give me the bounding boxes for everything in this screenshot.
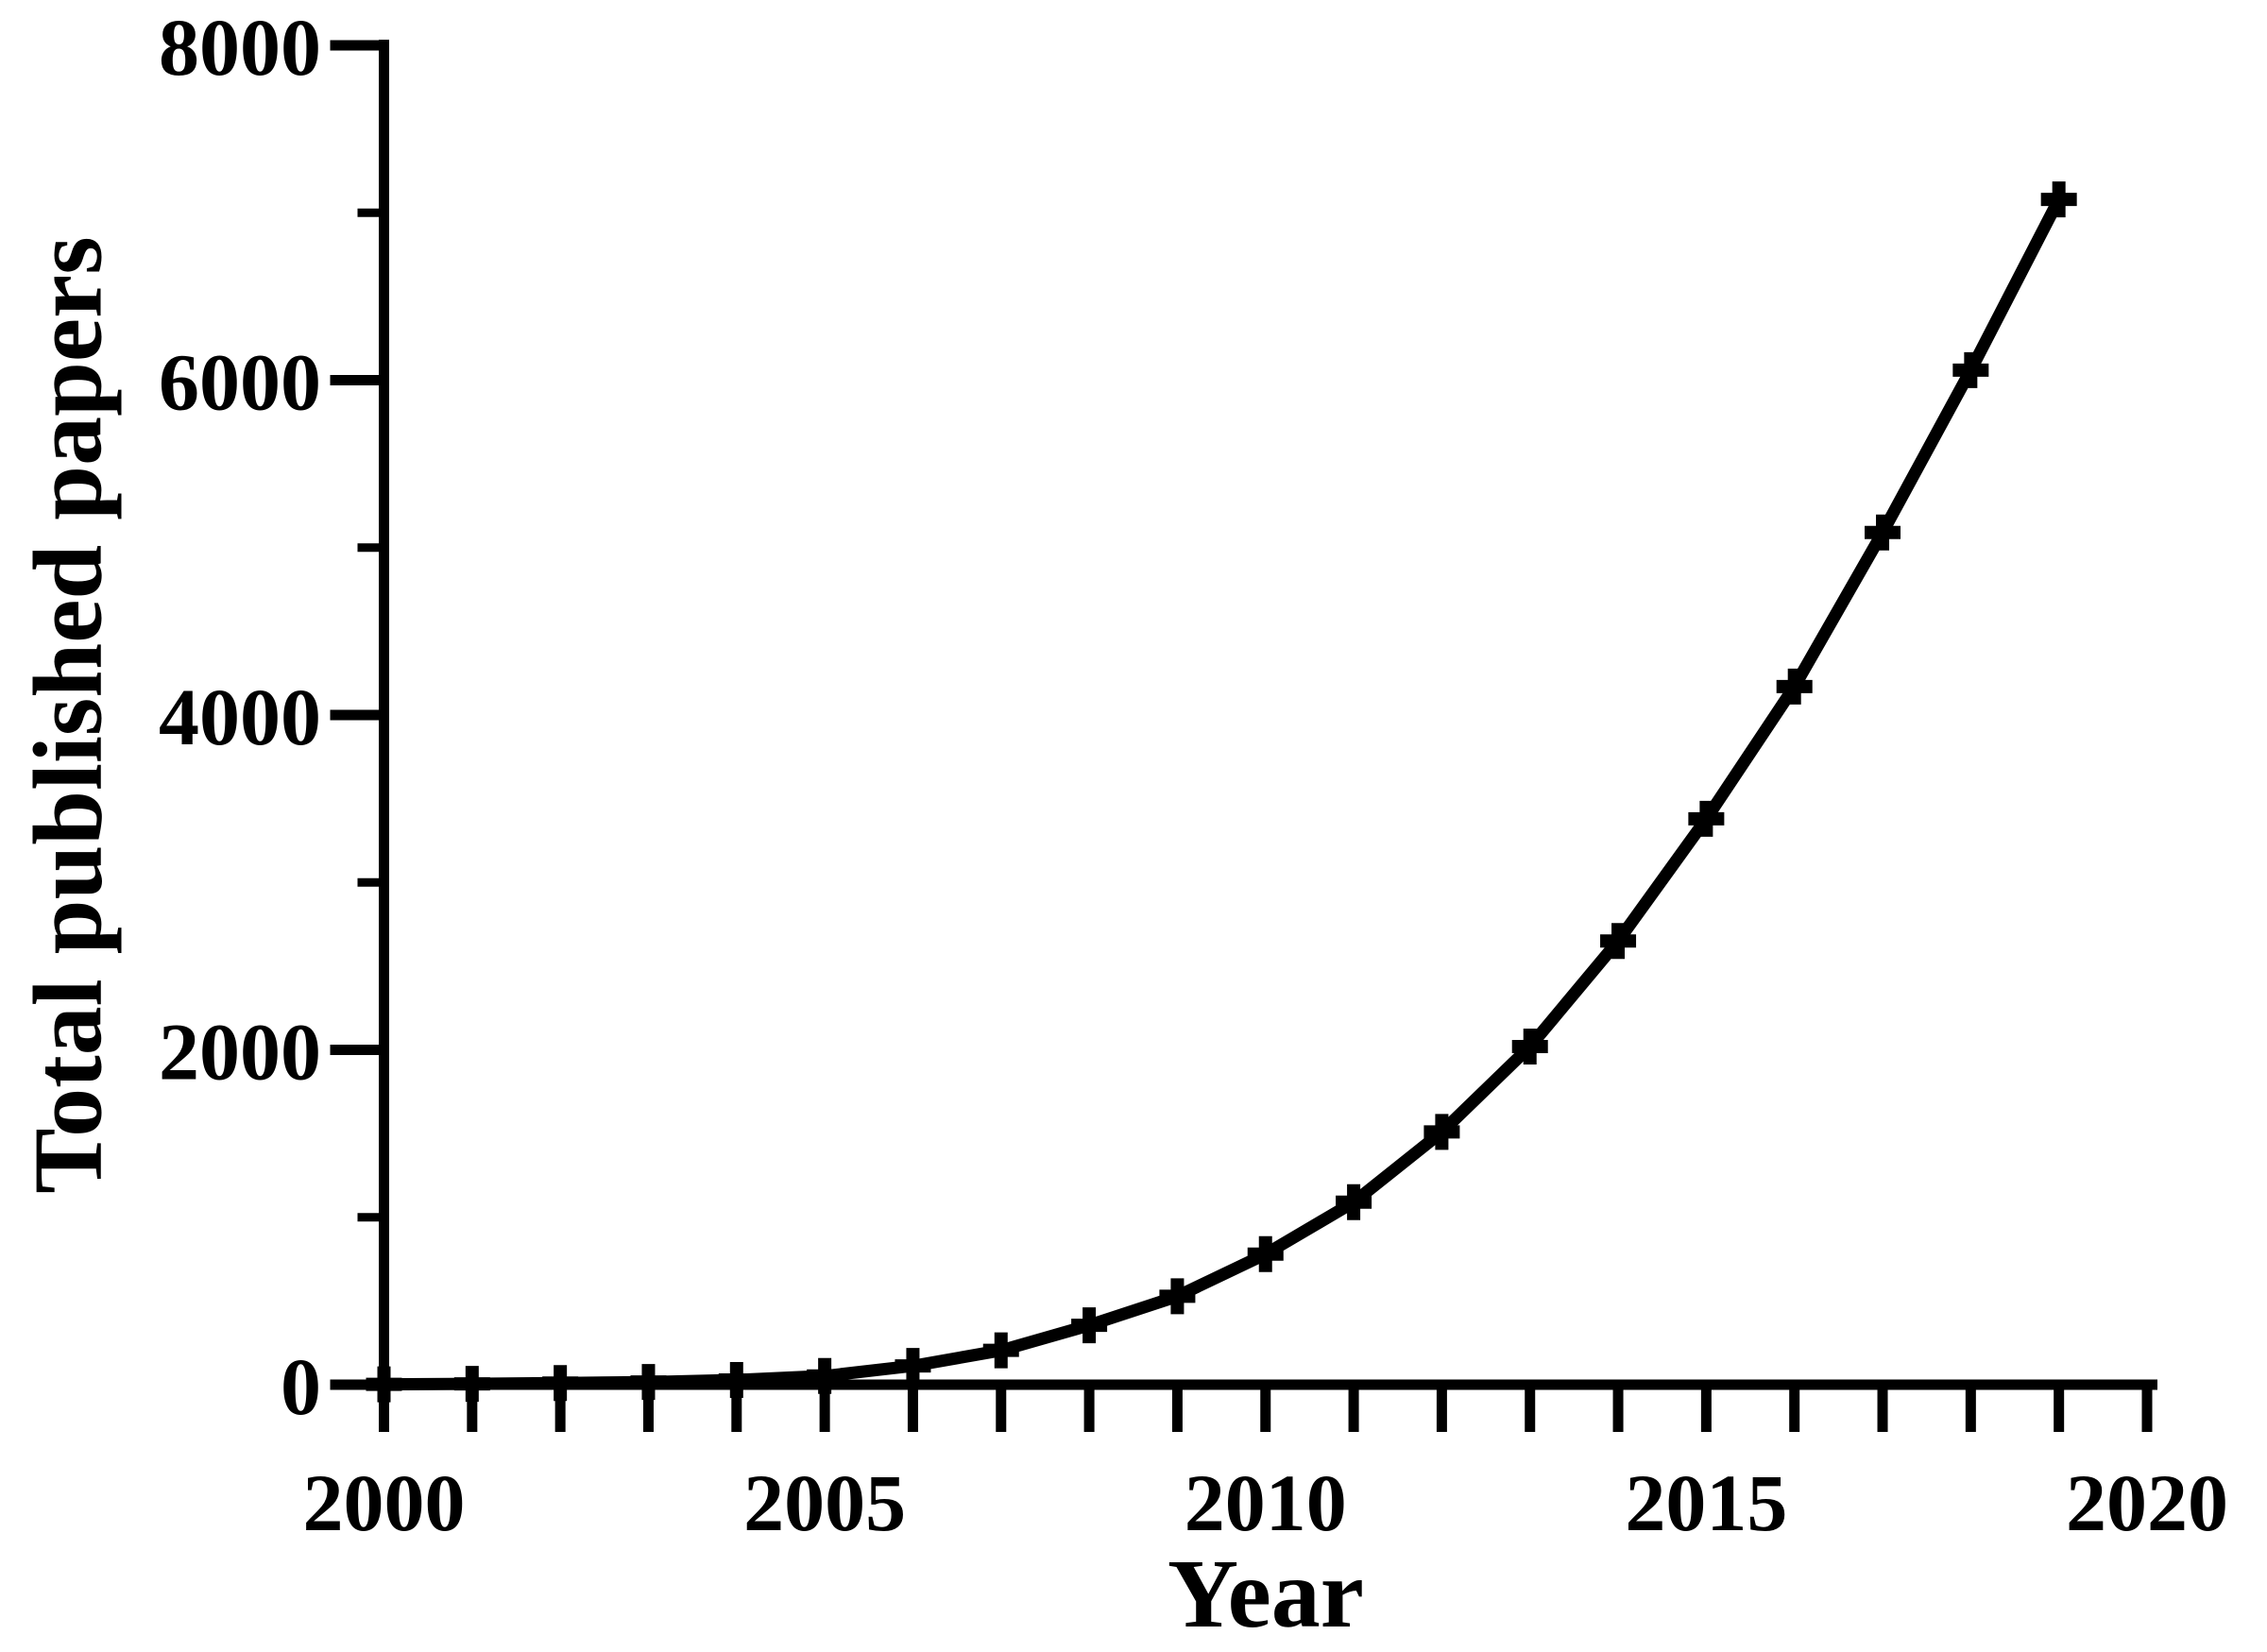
y-tick-label: 6000 xyxy=(159,337,321,428)
y-tick-label: 8000 xyxy=(159,2,321,93)
data-point-marker xyxy=(1247,1235,1284,1272)
data-point-marker xyxy=(1600,923,1637,960)
x-axis-title: Year xyxy=(1168,1540,1364,1648)
data-point-marker xyxy=(1776,668,1813,705)
data-point-marker xyxy=(1336,1184,1372,1220)
data-point-marker xyxy=(982,1332,1019,1369)
x-tick-label: 2000 xyxy=(303,1457,466,1548)
data-point-marker xyxy=(2040,181,2077,218)
y-tick-label: 0 xyxy=(281,1341,321,1432)
x-tick-label: 2010 xyxy=(1185,1457,1347,1548)
x-tick-label: 2020 xyxy=(2066,1457,2228,1548)
data-point-marker xyxy=(1071,1307,1108,1344)
data-line xyxy=(384,196,2065,1391)
data-point-marker xyxy=(1688,800,1725,837)
x-tick-label: 2015 xyxy=(1625,1457,1787,1548)
y-axis-title: Total published papers xyxy=(13,236,123,1194)
y-tick-label: 4000 xyxy=(159,672,321,762)
x-tick-label: 2005 xyxy=(743,1457,906,1548)
data-point-marker xyxy=(1511,1028,1548,1064)
data-point-marker xyxy=(1952,351,1989,388)
y-tick-label: 2000 xyxy=(159,1007,321,1098)
data-point-marker xyxy=(895,1348,931,1385)
data-point-marker xyxy=(1159,1278,1196,1315)
data-point-marker xyxy=(1423,1114,1460,1150)
data-point-marker xyxy=(1865,514,1901,551)
